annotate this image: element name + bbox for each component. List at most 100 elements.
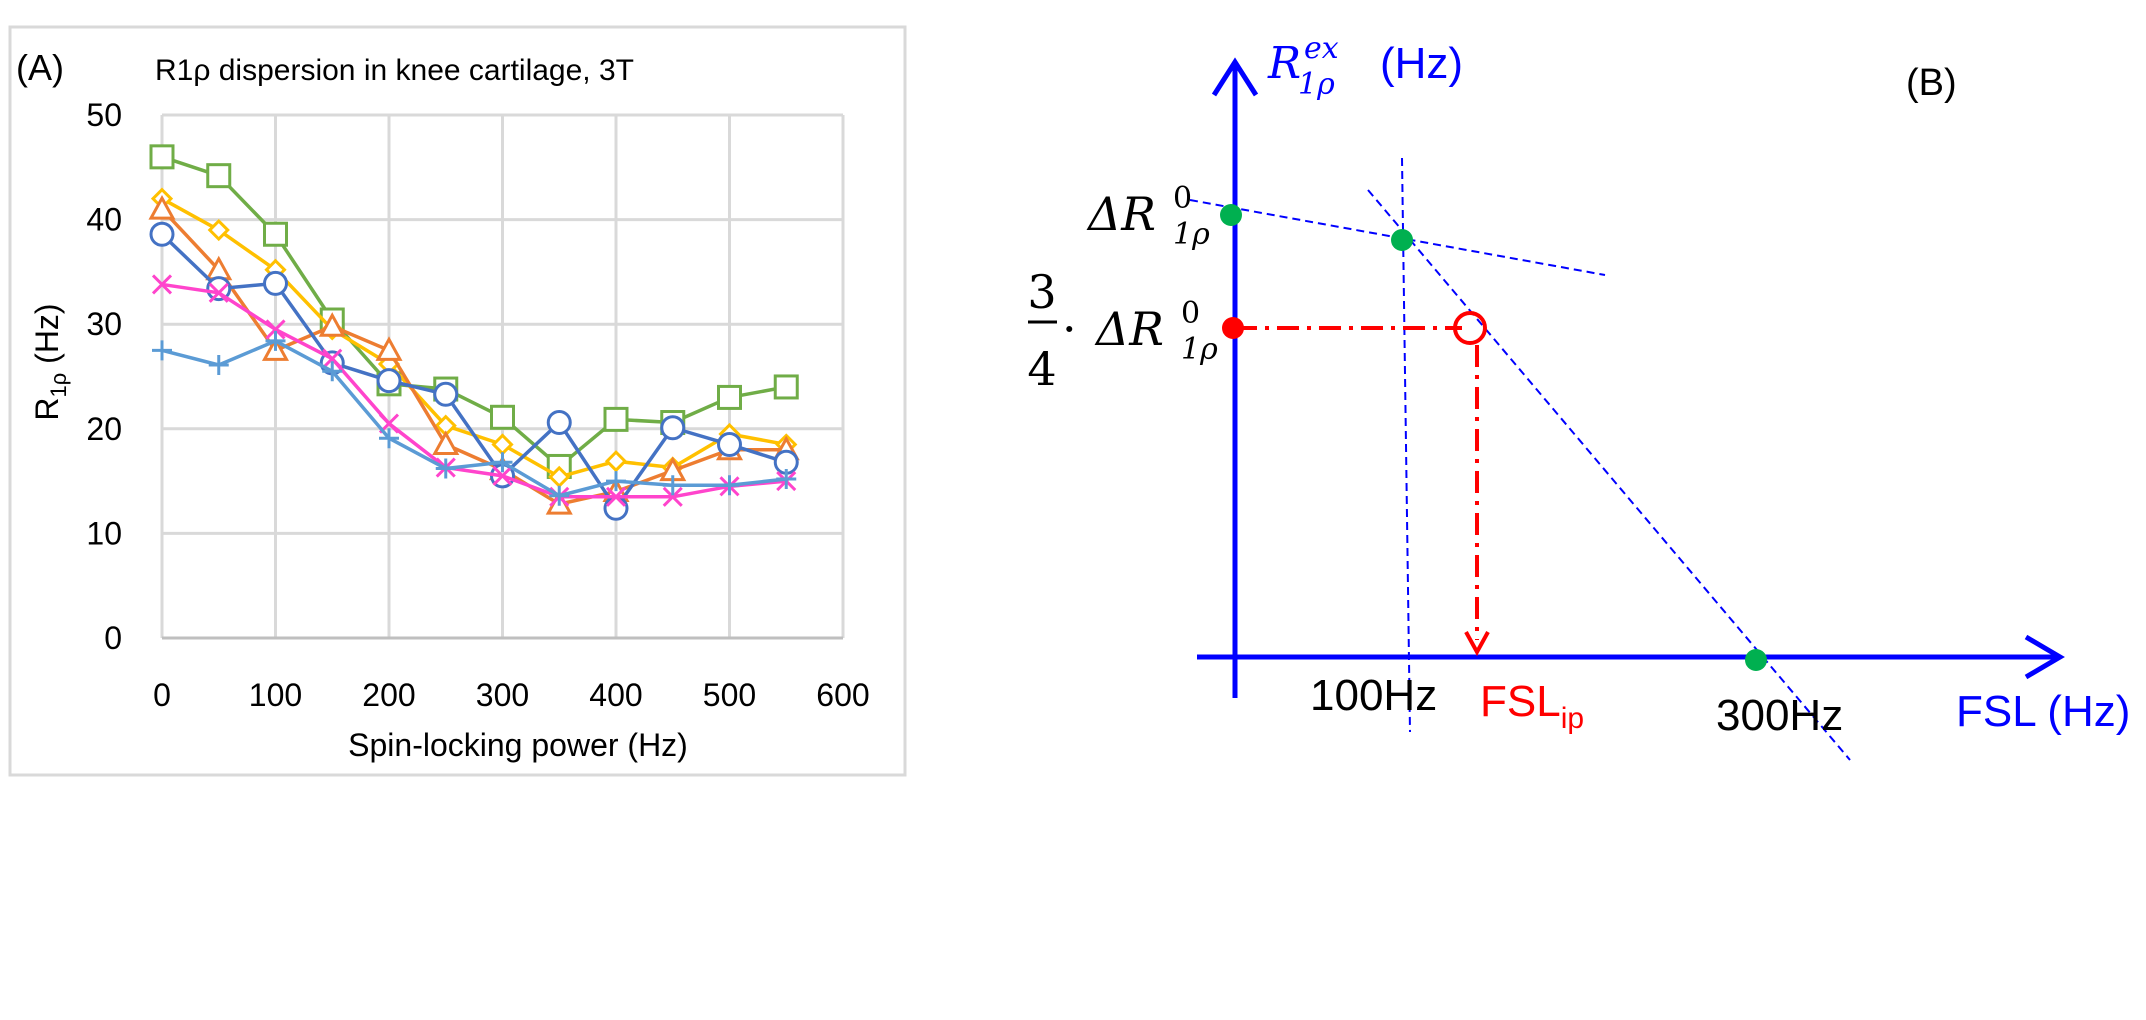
three-quarter-expression: · ΔR 1ρ 0 xyxy=(1062,296,1232,370)
y-axis-label-sub: 1ρ xyxy=(46,373,71,398)
y-tick-label: 50 xyxy=(86,97,122,133)
chart-gridlines xyxy=(160,113,845,638)
fsl-ip-main: FSL xyxy=(1480,677,1561,726)
diagram-y-axis-title: R 1ρ ex xyxy=(1267,31,1349,105)
x-tick-label: 100 xyxy=(249,677,302,713)
data-point-x xyxy=(151,274,173,295)
series-x xyxy=(151,274,797,507)
fsl-ip-sub: ip xyxy=(1561,702,1584,735)
delta-r0-sub: 1ρ xyxy=(1173,217,1210,252)
data-point-triangle xyxy=(148,195,176,220)
panel-a: (A) R1ρ dispersion in knee cartilage, 3T… xyxy=(8,25,907,777)
data-point-plus xyxy=(719,475,740,496)
fraction-numerator: 3 xyxy=(1027,265,1056,319)
data-point-triangle xyxy=(318,312,346,337)
rex-r: R xyxy=(1267,38,1301,89)
data-point-square xyxy=(263,221,288,247)
diagram-x-axis-arrowhead xyxy=(2024,634,2065,680)
x-tick-label: 0 xyxy=(153,677,171,713)
x-intercept-point-300hz xyxy=(1745,649,1767,671)
data-point-square xyxy=(490,404,515,430)
x-tick-labels: 0 100 200 300 400 500 600 xyxy=(153,677,870,713)
data-point-plus xyxy=(208,354,229,375)
panel-b: (B) R 1ρ ex (Hz) ΔR 1ρ 0 xyxy=(1027,31,2130,761)
chart-series xyxy=(148,144,800,521)
three-quarter-label: 3 4 · ΔR 1ρ 0 xyxy=(1027,265,1232,396)
data-point-plus xyxy=(606,471,626,492)
y-tick-label: 0 xyxy=(104,620,122,656)
data-point-circle xyxy=(603,495,629,521)
rex-sup: ex xyxy=(1304,31,1339,66)
fsl-ip-label: FSLip xyxy=(1480,677,1584,735)
data-point-x xyxy=(492,465,513,486)
tick-label-300hz: 300Hz xyxy=(1716,691,1843,740)
x-axis-label: Spin-locking power (Hz) xyxy=(348,727,688,763)
data-point-circle xyxy=(149,221,175,247)
three-quarter-delta-sup: 0 xyxy=(1181,296,1200,331)
y-tick-label: 10 xyxy=(86,515,122,551)
dot-operator: · xyxy=(1062,302,1077,356)
data-point-circle xyxy=(376,368,402,394)
y-tick-label: 20 xyxy=(86,411,122,447)
intersection-point-100hz xyxy=(1391,229,1413,251)
diagram-x-axis-label: FSL (Hz) xyxy=(1956,687,2130,736)
rex-sub: 1ρ xyxy=(1298,67,1335,102)
y-tick-label: 40 xyxy=(86,202,122,238)
data-point-plus xyxy=(265,330,286,351)
three-quarter-point xyxy=(1222,317,1244,339)
diagram-y-axis-unit: (Hz) xyxy=(1380,39,1463,88)
diagram-y-axis-arrowhead xyxy=(1211,57,1259,97)
tick-label-100hz: 100Hz xyxy=(1310,671,1437,720)
y-axis-label-unit: (Hz) xyxy=(29,303,65,372)
data-point-x xyxy=(662,486,683,507)
delta-r0-main: ΔR xyxy=(1086,187,1156,241)
x-tick-label: 500 xyxy=(703,677,756,713)
three-quarter-delta-main: ΔR xyxy=(1094,302,1164,356)
data-point-circle xyxy=(660,415,686,441)
y-axis-label: R1ρ (Hz) xyxy=(29,303,71,420)
y-tick-label: 30 xyxy=(86,306,122,342)
panel-b-label: (B) xyxy=(1906,62,1957,104)
data-point-circle xyxy=(546,410,572,436)
data-point-plus xyxy=(776,469,797,490)
data-point-plus xyxy=(549,485,570,506)
data-point-circle xyxy=(433,381,459,407)
data-point-triangle xyxy=(375,336,403,361)
chart-title: R1ρ dispersion in knee cartilage, 3T xyxy=(155,54,634,87)
data-point-plus xyxy=(152,340,172,361)
steep-line xyxy=(1367,189,1851,761)
inflection-point-circle xyxy=(1453,311,1487,345)
data-point-x xyxy=(208,282,229,303)
x-tick-label: 600 xyxy=(816,677,869,713)
y-tick-labels: 0 10 20 30 40 50 xyxy=(86,97,122,656)
fraction-denominator: 4 xyxy=(1027,342,1056,396)
vertical-guide-100hz xyxy=(1401,157,1411,733)
three-quarter-delta-sub: 1ρ xyxy=(1181,332,1218,367)
data-point-plus xyxy=(379,428,399,449)
series-line xyxy=(161,282,787,499)
data-point-square xyxy=(603,406,629,432)
data-point-square xyxy=(773,374,799,400)
x-tick-label: 200 xyxy=(362,677,415,713)
data-point-circle xyxy=(206,276,232,302)
series-plus xyxy=(152,330,797,506)
x-tick-label: 400 xyxy=(589,677,642,713)
data-point-circle xyxy=(263,270,288,296)
data-point-plus xyxy=(435,458,456,479)
data-point-x xyxy=(605,486,627,507)
data-point-plus xyxy=(662,475,683,496)
data-point-diamond xyxy=(604,450,628,473)
data-point-x xyxy=(322,348,343,369)
data-point-square xyxy=(206,163,232,189)
data-point-diamond xyxy=(207,218,230,242)
fsl-ip-arrowhead xyxy=(1464,631,1490,657)
data-point-triangle xyxy=(432,430,460,455)
data-point-circle xyxy=(717,431,742,457)
data-point-plus xyxy=(492,452,513,473)
data-point-x xyxy=(265,319,286,340)
delta-r0-sup: 0 xyxy=(1173,181,1192,216)
data-point-square xyxy=(717,384,742,410)
x-tick-label: 300 xyxy=(476,677,529,713)
data-point-plus xyxy=(322,361,343,382)
